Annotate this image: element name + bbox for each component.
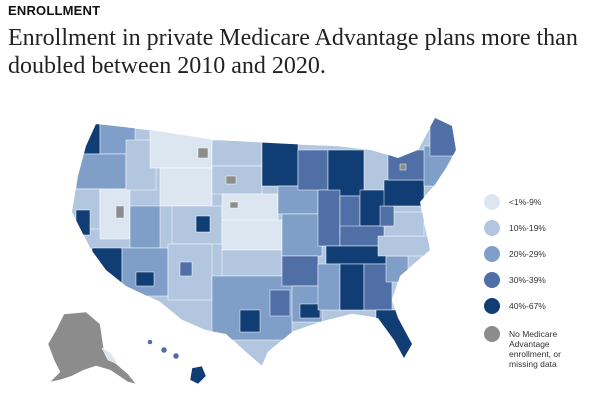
legend-item-1: <1%-9%	[484, 194, 579, 210]
hawaii-island-2	[160, 346, 168, 354]
legend-swatch-6	[484, 326, 500, 342]
region-nd	[211, 139, 263, 167]
region-al	[339, 263, 365, 311]
region-ca-bay	[75, 209, 91, 236]
legend-item-5: 40%-67%	[484, 298, 579, 314]
region-pa	[383, 179, 425, 207]
section-eyebrow: ENROLLMENT	[8, 3, 101, 18]
county-regions	[72, 118, 456, 361]
legend-label-4: 30%-39%	[509, 275, 546, 285]
alaska	[47, 311, 137, 385]
region-ny-nodata	[399, 163, 407, 171]
legend-label-2: 10%-19%	[509, 223, 546, 233]
legend-label-3: 20%-29%	[509, 249, 546, 259]
region-wv	[379, 205, 395, 227]
hawaii-island-3	[172, 352, 180, 360]
region-sd-nodata	[225, 175, 237, 185]
headline: Enrollment in private Medicare Advantage…	[8, 25, 578, 79]
region-nv-nodata	[115, 205, 125, 219]
region-az-dark	[135, 271, 155, 287]
legend-item-3: 20%-29%	[484, 246, 579, 262]
alaska-fill-light	[101, 347, 119, 365]
region-co-dark	[195, 215, 211, 233]
region-sc	[385, 255, 409, 283]
legend-label-6: No Medicare Advantage enrollment, or mis…	[509, 329, 561, 369]
contiguous-us	[71, 117, 457, 367]
region-nm-dark	[179, 261, 193, 277]
region-me	[429, 118, 456, 157]
region-tx-dark	[239, 309, 261, 333]
region-ar	[281, 255, 319, 287]
region-nv	[99, 188, 131, 240]
hawaii-island-1	[147, 339, 153, 345]
region-wa-coast	[79, 123, 101, 155]
legend-swatch-1	[484, 194, 500, 210]
hawaii	[147, 339, 207, 385]
region-or	[75, 153, 127, 190]
region-tx-east	[269, 289, 291, 317]
region-wi	[297, 149, 329, 191]
region-ks	[221, 219, 283, 251]
region-wy	[159, 167, 213, 207]
region-il	[317, 189, 341, 247]
legend-item-6: No Medicare Advantage enrollment, or mis…	[484, 326, 579, 369]
region-mo	[281, 213, 323, 257]
legend-swatch-5	[484, 298, 500, 314]
legend-label-1: <1%-9%	[509, 197, 542, 207]
alaska-shape	[47, 311, 137, 385]
region-sd	[211, 165, 263, 195]
region-mn	[261, 139, 299, 187]
legend-label-5: 40%-67%	[509, 301, 546, 311]
legend-swatch-3	[484, 246, 500, 262]
legend-item-4: 30%-39%	[484, 272, 579, 288]
region-ne-nodata	[229, 201, 239, 209]
region-mi	[327, 149, 365, 197]
legend-swatch-4	[484, 272, 500, 288]
region-ms	[317, 263, 341, 311]
region-la-dark	[299, 303, 321, 319]
hawaii-big-island	[189, 365, 207, 385]
region-mt-nodata	[197, 147, 209, 159]
legend-item-2: 10%-19%	[484, 220, 579, 236]
region-fl	[375, 309, 417, 361]
region-nc	[377, 235, 431, 257]
region-ok	[221, 249, 283, 277]
legend-swatch-2	[484, 220, 500, 236]
region-tn	[325, 245, 387, 265]
region-ut	[129, 205, 161, 249]
region-ca-south	[91, 247, 123, 289]
